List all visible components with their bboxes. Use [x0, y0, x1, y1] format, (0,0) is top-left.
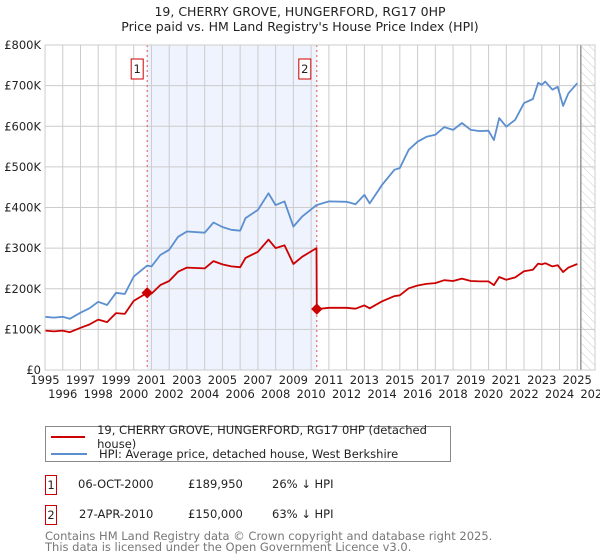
sale-price: £189,950 — [188, 477, 243, 491]
x-tick-label: 2013 — [350, 373, 379, 387]
x-tick-label: 2026 — [580, 387, 600, 401]
x-tick-label: 2025 — [563, 373, 592, 387]
y-tick-label: £200K — [4, 282, 41, 296]
x-tick-label: 2015 — [385, 373, 414, 387]
y-tick-label: £300K — [4, 241, 41, 255]
x-tick-label: 2017 — [421, 373, 450, 387]
sale-date: 27-APR-2010 — [79, 507, 154, 521]
sale-label-box — [130, 58, 144, 80]
x-tick-label: 2012 — [332, 387, 361, 401]
chart-title: 19, CHERRY GROVE, HUNGERFORD, RG17 0HP — [154, 4, 446, 19]
x-tick-label: 2024 — [545, 387, 574, 401]
sale-label-box — [298, 58, 312, 80]
x-tick-label: 1997 — [66, 373, 95, 387]
hpi-line — [44, 80, 578, 320]
x-tick-label: 1996 — [48, 387, 77, 401]
x-tick-label: 2004 — [190, 387, 219, 401]
x-tick-label: 2016 — [403, 387, 432, 401]
x-tick-label: 2005 — [208, 373, 237, 387]
y-tick-label: £800K — [4, 38, 41, 52]
x-tick-label: 2014 — [367, 387, 396, 401]
y-tick-label: £0 — [26, 363, 41, 377]
footer-copyright: Contains HM Land Registry data © Crown c… — [45, 529, 493, 543]
legend-item-hpi: HPI: Average price, detached house, West… — [51, 446, 398, 462]
x-tick-label: 2000 — [119, 387, 148, 401]
x-tick-label: 2023 — [527, 373, 556, 387]
footer-licence: This data is licensed under the Open Gov… — [45, 540, 412, 554]
sale-point — [311, 303, 323, 315]
x-tick-label: 2001 — [137, 373, 166, 387]
legend: 19, CHERRY GROVE, HUNGERFORD, RG17 0HP (… — [45, 423, 451, 462]
x-tick-label: 2006 — [226, 387, 255, 401]
x-tick-label: 2007 — [243, 373, 272, 387]
y-tick-label: £600K — [4, 119, 41, 133]
sale-hpi-diff: 26% ↓ HPI — [272, 477, 334, 491]
legend-item-property: 19, CHERRY GROVE, HUNGERFORD, RG17 0HP (… — [51, 423, 450, 451]
x-tick-label: 2022 — [509, 387, 538, 401]
y-tick-label: £700K — [4, 79, 41, 93]
y-tick-label: £100K — [4, 322, 41, 336]
x-tick-label: 2019 — [456, 373, 485, 387]
sale-price: £150,000 — [188, 507, 243, 521]
x-tick-label: 1995 — [30, 373, 59, 387]
plot-frame — [44, 44, 596, 371]
x-tick-label: 1999 — [101, 373, 130, 387]
chart-subtitle: Price paid vs. HM Land Registry's House … — [121, 19, 478, 34]
x-tick-label: 2002 — [155, 387, 184, 401]
sale-badge: 2 — [45, 505, 57, 525]
x-tick-label: 2011 — [314, 373, 343, 387]
x-tick-label: 2003 — [172, 373, 201, 387]
x-tick-label: 2010 — [296, 387, 325, 401]
x-tick-label: 2018 — [438, 387, 467, 401]
x-tick-label: 2021 — [492, 373, 521, 387]
legend-swatch-red — [51, 436, 86, 438]
legend-swatch-blue — [51, 453, 87, 455]
y-tick-label: £500K — [4, 160, 41, 174]
legend-label: 19, CHERRY GROVE, HUNGERFORD, RG17 0HP (… — [97, 423, 427, 451]
y-tick-label: £400K — [4, 201, 41, 215]
sale-point — [141, 287, 153, 299]
sale-badge: 1 — [45, 475, 57, 495]
sale-label: 1 — [134, 62, 141, 76]
sale-hpi-diff: 63% ↓ HPI — [272, 507, 334, 521]
sale-label: 2 — [301, 62, 308, 76]
legend-label: HPI: Average price, detached house, West… — [99, 447, 399, 461]
x-tick-label: 2020 — [474, 387, 503, 401]
x-tick-label: 1998 — [84, 387, 113, 401]
price-chart: 19, CHERRY GROVE, HUNGERFORD, RG17 0HP P… — [4, 4, 600, 401]
property-price-line — [44, 238, 578, 334]
x-tick-label: 2008 — [261, 387, 290, 401]
x-tick-label: 2009 — [279, 373, 308, 387]
sale-date: 06-OCT-2000 — [78, 477, 154, 491]
